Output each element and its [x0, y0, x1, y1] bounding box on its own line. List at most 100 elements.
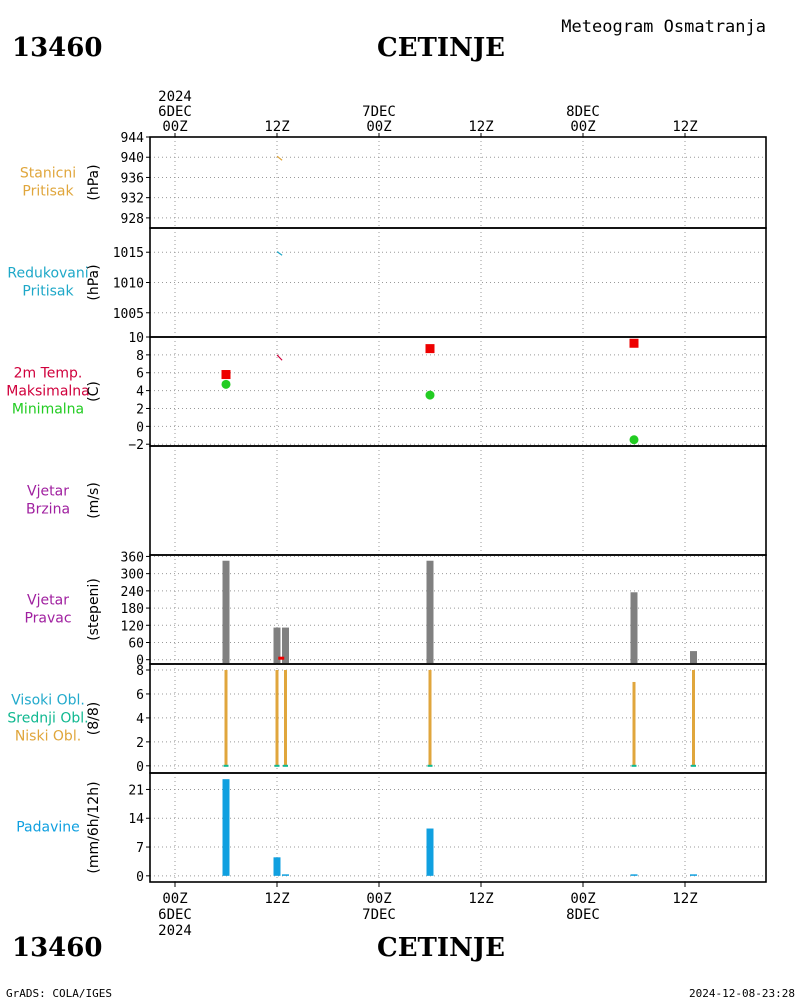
source-label: GrADS: COLA/IGES — [6, 987, 112, 1000]
mid-cloud-base — [691, 764, 696, 767]
y-tick-label: 932 — [121, 192, 144, 207]
low-cloud-bar — [692, 669, 695, 766]
y-tick-label: 240 — [121, 585, 144, 600]
low-cloud-bar — [275, 669, 279, 766]
panel-label: Maksimalna — [6, 384, 90, 400]
tmin-point — [221, 379, 231, 389]
y-tick-label: 1015 — [113, 246, 144, 261]
top-time-label: 2024 — [158, 89, 192, 105]
wind-direction-bar — [690, 651, 697, 663]
y-tick-label: 0 — [136, 654, 144, 669]
low-cloud-bar — [224, 669, 228, 766]
top-time-label: 8DEC — [566, 104, 600, 120]
y-tick-label: 936 — [121, 171, 144, 186]
y-tick-label: −2 — [128, 438, 144, 453]
y-tick-label: 1010 — [113, 277, 144, 292]
panel-label: Pritisak — [22, 184, 74, 200]
station-name-top: CETINJE — [377, 33, 505, 63]
mid-cloud-base — [223, 764, 229, 767]
y-tick-label: 944 — [121, 131, 145, 146]
panel-frame — [149, 136, 767, 229]
y-tick-label: 0 — [136, 420, 144, 435]
bottom-time-label: 00Z — [570, 891, 595, 907]
y-tick-label: 0 — [136, 760, 144, 775]
panel-label: 2m Temp. — [14, 366, 83, 382]
precipitation-bar — [282, 874, 289, 876]
bottom-time-label: 7DEC — [362, 907, 396, 923]
y-tick-label: 928 — [121, 212, 144, 227]
panel-label: Srednji Obl. — [7, 711, 88, 727]
y-tick-label: 180 — [121, 602, 144, 617]
station-name-bottom: CETINJE — [377, 933, 505, 963]
y-tick-label: 0 — [136, 870, 144, 885]
wind-direction-bar — [273, 627, 281, 663]
y-tick-label: 300 — [121, 568, 144, 583]
wind-direction-bar — [630, 592, 638, 663]
panel-label: Niski Obl. — [15, 729, 81, 745]
panel-frame — [149, 663, 767, 774]
wind-direction-bar — [426, 560, 434, 663]
panel-label: Pritisak — [22, 284, 74, 300]
y-tick-label: 6 — [136, 367, 144, 382]
panel-label: Vjetar — [27, 484, 69, 500]
axis-unit-label: (mm/6h/12h) — [86, 781, 102, 873]
mid-cloud-base — [631, 764, 637, 767]
y-tick-label: 1005 — [113, 307, 144, 322]
tmin-point — [629, 435, 639, 445]
axis-unit-label: (8/8) — [86, 702, 102, 735]
bottom-time-label: 12Z — [264, 891, 289, 907]
bottom-time-label: 2024 — [158, 923, 192, 939]
y-tick-label: 940 — [121, 151, 144, 166]
axis-unit-label: (hPa) — [86, 164, 102, 200]
tmax-point — [629, 338, 639, 348]
axis-unit-label: (stepeni) — [86, 578, 102, 641]
axis-unit-label: (C) — [86, 381, 102, 402]
tmax-point — [221, 370, 231, 380]
pressure-line — [276, 251, 283, 256]
tmin-point — [425, 390, 435, 400]
top-time-label: 7DEC — [362, 104, 396, 120]
precipitation-bar — [273, 857, 281, 876]
axis-unit-label: (hPa) — [86, 264, 102, 300]
panel-frame — [149, 336, 767, 447]
precipitation-bar — [690, 874, 697, 876]
y-tick-label: 14 — [128, 812, 144, 827]
panel-frame — [149, 772, 767, 883]
tmax-point — [425, 344, 435, 354]
y-tick-label: 2 — [136, 402, 144, 417]
y-tick-label: 10 — [128, 331, 144, 346]
y-tick-label: 21 — [128, 783, 144, 798]
panel-label: Minimalna — [12, 402, 84, 418]
y-tick-label: 6 — [136, 688, 144, 703]
panel-frame — [149, 554, 767, 665]
panel-label: Stanicni — [20, 166, 76, 182]
panel-label: Pravac — [24, 611, 71, 627]
low-cloud-bar — [632, 681, 636, 766]
pressure-line — [276, 155, 283, 161]
precipitation-bar — [222, 779, 230, 876]
axis-unit-label: (m/s) — [86, 482, 102, 519]
y-tick-label: 8 — [136, 664, 144, 679]
top-time-label: 00Z — [570, 119, 595, 135]
wind-direction-mark — [278, 656, 285, 660]
top-time-label: 12Z — [468, 119, 493, 135]
precipitation-bar — [426, 828, 434, 876]
top-time-label: 6DEC — [158, 104, 192, 120]
temperature-line — [276, 354, 283, 361]
mid-cloud-base — [427, 764, 433, 767]
y-tick-label: 120 — [121, 619, 144, 634]
precipitation-bar — [630, 874, 638, 876]
low-cloud-bar — [284, 669, 287, 766]
wind-direction-bar — [282, 627, 289, 663]
panel-label: Visoki Obl. — [11, 693, 85, 709]
bottom-time-label: 12Z — [672, 891, 697, 907]
mid-cloud-base — [283, 764, 288, 767]
y-tick-label: 8 — [136, 349, 144, 364]
station-id-bottom: 13460 — [12, 933, 102, 963]
mid-cloud-base — [274, 764, 280, 767]
bottom-time-label: 12Z — [468, 891, 493, 907]
bottom-time-label: 8DEC — [566, 907, 600, 923]
y-tick-label: 360 — [121, 550, 144, 565]
panels-group: 944 940 936 932 928 Stanicni Pritisak (hPa) 1015… — [6, 89, 767, 939]
low-cloud-bar — [428, 669, 432, 766]
